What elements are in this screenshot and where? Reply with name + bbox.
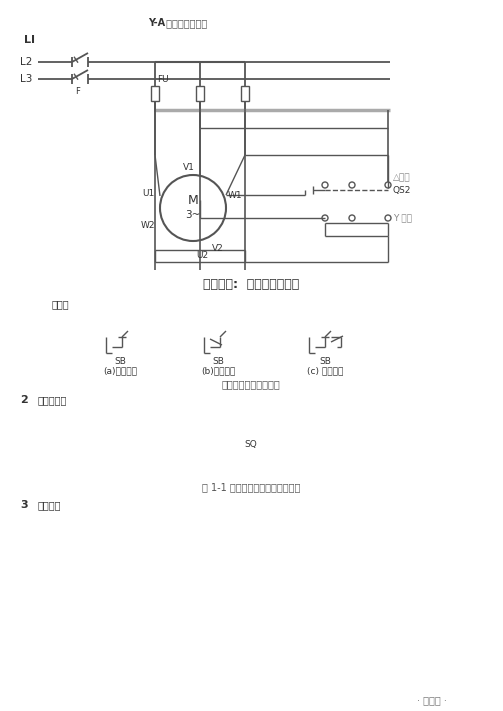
Text: U2: U2 xyxy=(196,251,208,260)
Text: V2: V2 xyxy=(211,244,223,253)
Text: (a)动合触点: (a)动合触点 xyxy=(103,366,137,375)
Text: 3~: 3~ xyxy=(185,210,201,220)
Bar xyxy=(151,86,159,101)
Text: Y-A: Y-A xyxy=(148,18,165,28)
Bar xyxy=(196,86,204,101)
Text: △运行: △运行 xyxy=(393,173,410,183)
Text: LI: LI xyxy=(24,35,35,45)
Text: Y 启动: Y 启动 xyxy=(393,213,412,223)
Bar xyxy=(241,86,249,101)
Text: QS2: QS2 xyxy=(393,186,411,195)
Text: 2: 2 xyxy=(20,395,28,405)
Text: V1: V1 xyxy=(183,163,195,172)
Text: 按鈕：: 按鈕： xyxy=(52,299,69,309)
Text: FU: FU xyxy=(157,75,169,84)
Text: SB: SB xyxy=(319,356,331,365)
Text: M: M xyxy=(188,193,198,206)
Text: U1: U1 xyxy=(143,190,155,198)
Text: 第一部分:  电气控制图基础: 第一部分: 电气控制图基础 xyxy=(203,277,299,291)
Text: SB: SB xyxy=(212,356,224,365)
Text: (b)动断触点: (b)动断触点 xyxy=(201,366,235,375)
Text: 3: 3 xyxy=(20,500,28,510)
Text: W2: W2 xyxy=(140,222,155,230)
Text: SQ: SQ xyxy=(244,441,258,449)
Text: 安鈕的图形及文字符号: 安鈕的图形及文字符号 xyxy=(222,379,280,389)
Text: 图 1-1 行程开关的图形、文字符号: 图 1-1 行程开关的图形、文字符号 xyxy=(202,482,300,492)
Text: (c) 复式触点: (c) 复式触点 xyxy=(307,366,343,375)
Text: L2: L2 xyxy=(20,57,32,67)
Text: 接触器：: 接触器： xyxy=(38,500,61,510)
Text: F: F xyxy=(75,87,80,97)
Text: SB: SB xyxy=(114,356,126,365)
Text: L3: L3 xyxy=(20,74,32,84)
Text: W1: W1 xyxy=(228,191,242,200)
Text: 降压启动线路图: 降压启动线路图 xyxy=(163,18,207,28)
Text: · 可修编 ·: · 可修编 · xyxy=(417,695,447,705)
Text: 行程开关：: 行程开关： xyxy=(38,395,67,405)
